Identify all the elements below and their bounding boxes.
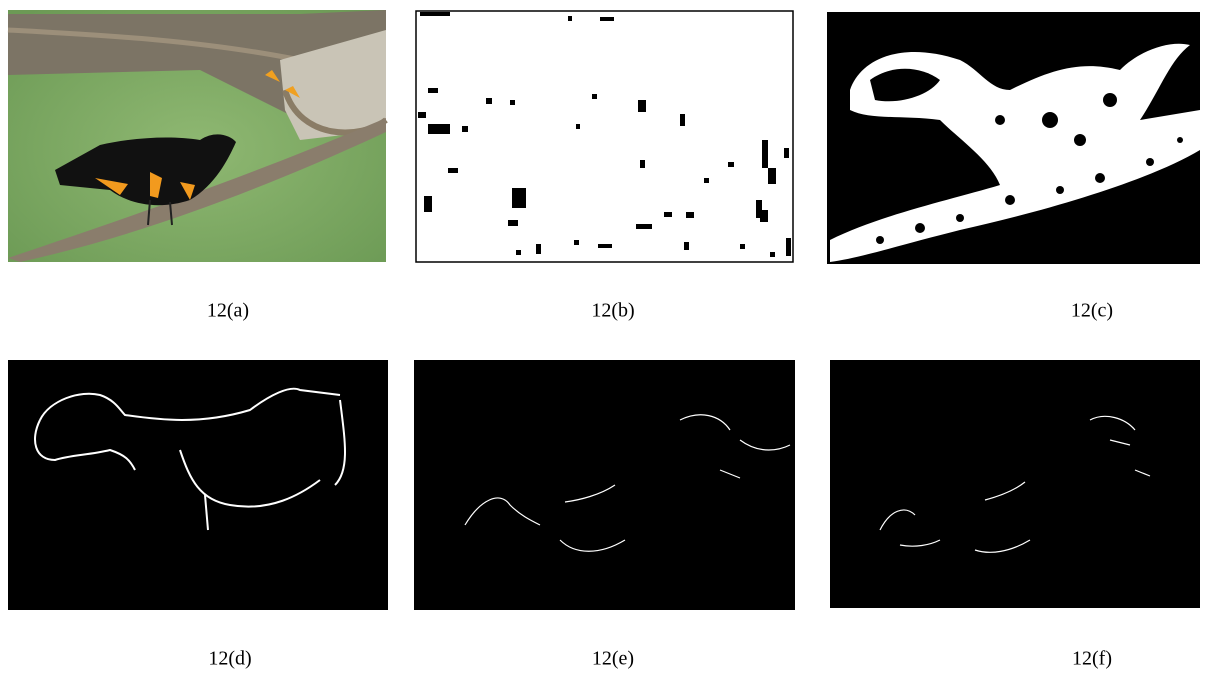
caption: 12(e) [592, 648, 634, 670]
panel-b-map [416, 11, 793, 262]
panel-a-photo [8, 10, 386, 262]
caption: 12(c) [1071, 300, 1113, 322]
caption: 12(a) [207, 300, 249, 322]
figure: 12(a) 12(b) 12(c) 12(d) 12(e) 12(f) [0, 0, 1205, 673]
panel-d-edges [8, 360, 388, 610]
panel-e-edges [414, 360, 795, 610]
page: 12(a) 12(b) 12(c) 12(d) 12(e) 12(f) (() … [0, 0, 1205, 673]
caption: 12(d) [208, 648, 251, 670]
caption: 12(b) [591, 300, 634, 322]
panel-c-mask [827, 12, 1200, 264]
panel-f-edges [830, 360, 1200, 608]
caption: 12(f) [1072, 648, 1112, 670]
